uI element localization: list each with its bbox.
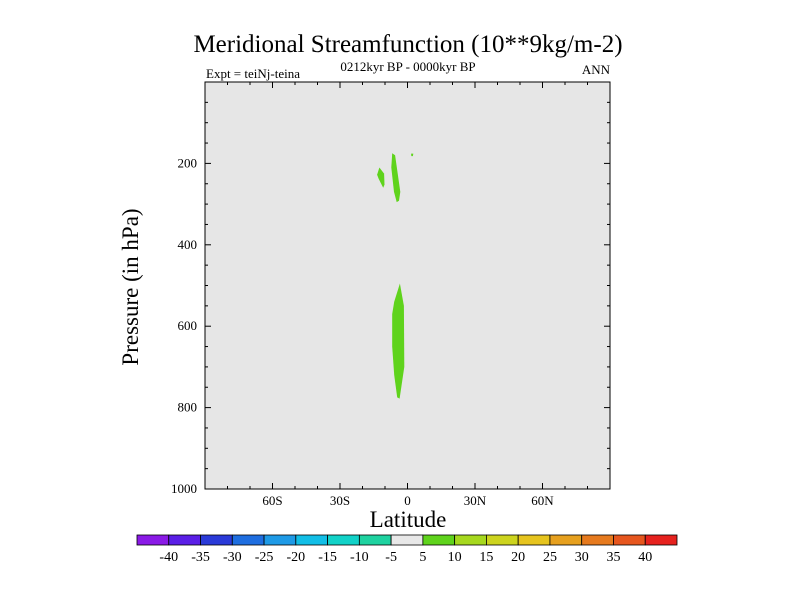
colorbar-swatch [263, 534, 297, 546]
colorbar-swatch [231, 534, 265, 546]
x-tick-label: 30S [330, 493, 350, 508]
chart-subtitle-right: ANN [582, 62, 611, 77]
colorbar-swatch [549, 534, 583, 546]
colorbar-label: -30 [223, 550, 242, 565]
colorbar-swatch [644, 534, 678, 546]
y-tick-label: 600 [178, 318, 198, 333]
y-tick-label: 200 [178, 155, 198, 170]
contour-region-upper-main-cell [391, 153, 401, 203]
chart-subtitle-left: Expt = teiNj-teina [206, 66, 300, 81]
colorbar-swatch [581, 534, 614, 546]
colorbar-label: 5 [419, 550, 426, 565]
x-axis-label: Latitude [370, 507, 447, 532]
contour-region-upper-left-cell [377, 167, 385, 188]
x-tick-label: 0 [404, 493, 411, 508]
colorbar-label: 10 [448, 550, 462, 565]
colorbar-swatch [454, 534, 487, 546]
contour-region-lower-main-cell [392, 283, 405, 399]
colorbar-swatch [295, 534, 328, 546]
colorbar-label: 25 [543, 550, 557, 565]
plot-area [205, 82, 610, 489]
x-axis-ticks: 60S 30S 0 30N 60N [227, 82, 588, 508]
colorbar-swatch [422, 534, 456, 546]
colorbar-swatch [486, 534, 519, 546]
colorbar-label: 40 [638, 550, 652, 565]
colorbar-label: -10 [350, 550, 369, 565]
contour-region-upper-dot [411, 153, 414, 157]
colorbar-label: -15 [318, 550, 337, 565]
colorbar-swatch [613, 534, 646, 546]
x-tick-label: 60N [531, 493, 554, 508]
colorbar-swatch [358, 534, 392, 546]
colorbar-swatch [517, 534, 551, 546]
colorbar-label: 35 [606, 550, 620, 565]
colorbar-label: -20 [286, 550, 305, 565]
colorbar: -40 -35 -30 -25 -20 -15 -10 -5 5 10 15 20 25 30 35 40 [136, 534, 678, 565]
colorbar-label: -25 [255, 550, 274, 565]
contour-layer [377, 153, 414, 399]
y-axis-ticks: 200 400 600 800 1000 [171, 101, 610, 496]
x-tick-label: 30N [464, 493, 487, 508]
colorbar-label: -40 [159, 550, 178, 565]
colorbar-swatch [200, 534, 233, 546]
y-tick-label: 800 [178, 400, 198, 415]
x-tick-label: 60S [262, 493, 282, 508]
chart-title: Meridional Streamfunction (10**9kg/m-2) [193, 31, 622, 58]
colorbar-label: 15 [479, 550, 493, 565]
chart-subtitle-center: 0212kyr BP - 0000kyr BP [340, 59, 475, 74]
y-axis-label: Pressure (in hPa) [118, 208, 143, 365]
colorbar-swatch [168, 534, 201, 546]
y-tick-label: 400 [178, 237, 198, 252]
colorbar-label: 30 [575, 550, 589, 565]
colorbar-swatch [136, 534, 170, 546]
colorbar-swatch [390, 534, 424, 546]
colorbar-label: 20 [511, 550, 525, 565]
colorbar-label: -35 [191, 550, 210, 565]
y-tick-label: 1000 [171, 481, 197, 496]
colorbar-label: -5 [385, 550, 397, 565]
colorbar-swatch [327, 534, 360, 546]
